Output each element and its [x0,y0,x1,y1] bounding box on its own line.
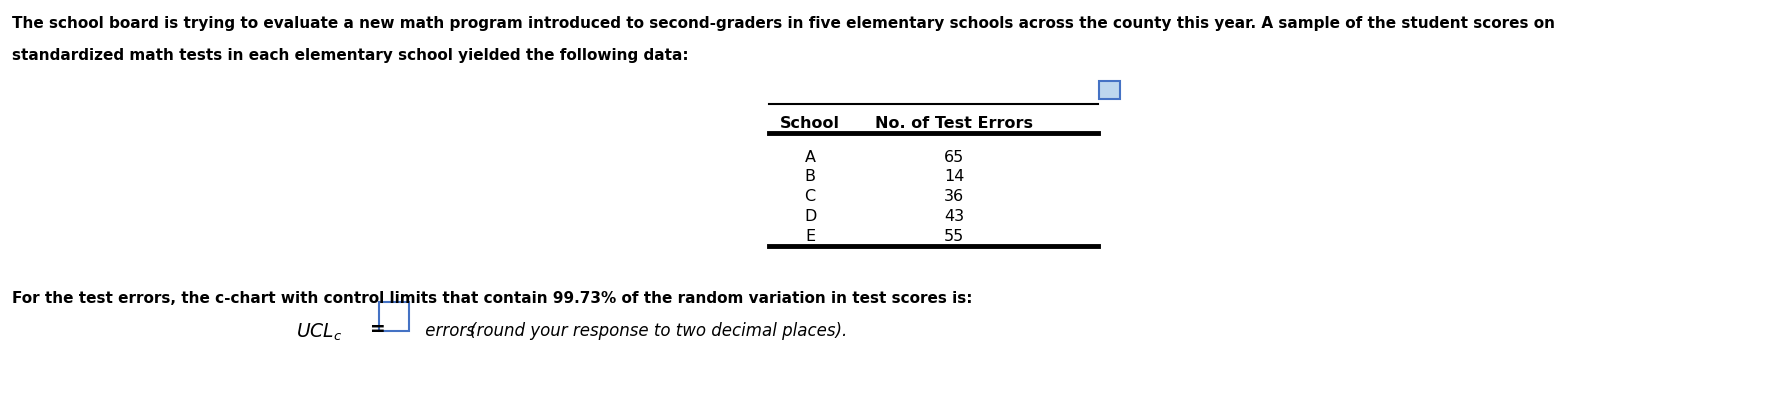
Text: E: E [804,229,815,244]
Text: standardized math tests in each elementary school yielded the following data:: standardized math tests in each elementa… [12,48,690,63]
Text: errors: errors [419,322,479,340]
Text: 43: 43 [944,209,964,224]
Text: 65: 65 [944,150,964,165]
Text: $\mathbf{\mathit{UCL_c}}$: $\mathbf{\mathit{UCL_c}}$ [297,322,343,343]
Text: 55: 55 [944,229,964,244]
FancyBboxPatch shape [1100,81,1119,99]
Text: D: D [804,209,817,224]
Text: The school board is trying to evaluate a new math program introduced to second-g: The school board is trying to evaluate a… [12,16,1556,31]
Text: A: A [804,150,815,165]
Text: No. of Test Errors: No. of Test Errors [875,116,1033,131]
Text: (round your response to two decimal places).: (round your response to two decimal plac… [470,322,847,340]
Text: School: School [780,116,840,131]
Text: =: = [370,320,385,339]
Text: C: C [804,189,815,204]
Text: B: B [804,169,815,185]
Text: 14: 14 [944,169,964,185]
Text: For the test errors, the c-chart with control limits that contain 99.73% of the : For the test errors, the c-chart with co… [12,291,972,306]
Text: 36: 36 [944,189,964,204]
FancyBboxPatch shape [378,302,408,331]
